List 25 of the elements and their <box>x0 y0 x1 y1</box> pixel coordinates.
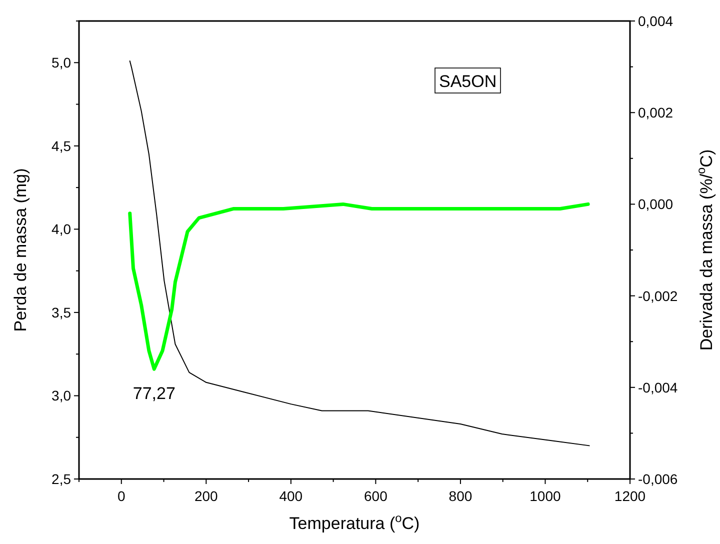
x-tick-label: 800 <box>448 488 472 504</box>
line-series <box>128 202 590 371</box>
y2-tick-label: 0,002 <box>638 104 674 121</box>
x-tick-label: 200 <box>194 488 218 504</box>
x-tick-label: 600 <box>364 488 388 504</box>
y2-tick-label: -0,006 <box>638 471 678 487</box>
annotation: SA5ON <box>439 72 497 91</box>
y-tick-label: 4,0 <box>52 221 72 238</box>
y2-tick-label: 0,004 <box>638 13 674 29</box>
annotation: 77,27 <box>132 384 176 404</box>
line-series <box>129 60 590 446</box>
y2-tick-label: 0,000 <box>638 196 674 212</box>
x-tick-label: 400 <box>279 488 303 504</box>
y-tick-label: 3,0 <box>52 388 72 404</box>
x-tick-label: 1000 <box>530 488 562 504</box>
x-axis-title: Temperatura ($^{o}$C) <box>289 511 420 533</box>
y-tick-label: 5,0 <box>52 54 72 71</box>
y-tick-label: 3,5 <box>52 304 72 320</box>
y2-tick-label: -0,004 <box>638 379 678 396</box>
y2-tick-label: -0,002 <box>638 288 678 304</box>
y-axis-title: Perda de massa (mg) <box>11 168 30 332</box>
x-tick-label: 0 <box>117 488 126 504</box>
y-tick-label: 4,5 <box>52 138 72 154</box>
y-tick-label: 2,5 <box>52 471 72 487</box>
x-tick-label: 1200 <box>614 488 646 504</box>
